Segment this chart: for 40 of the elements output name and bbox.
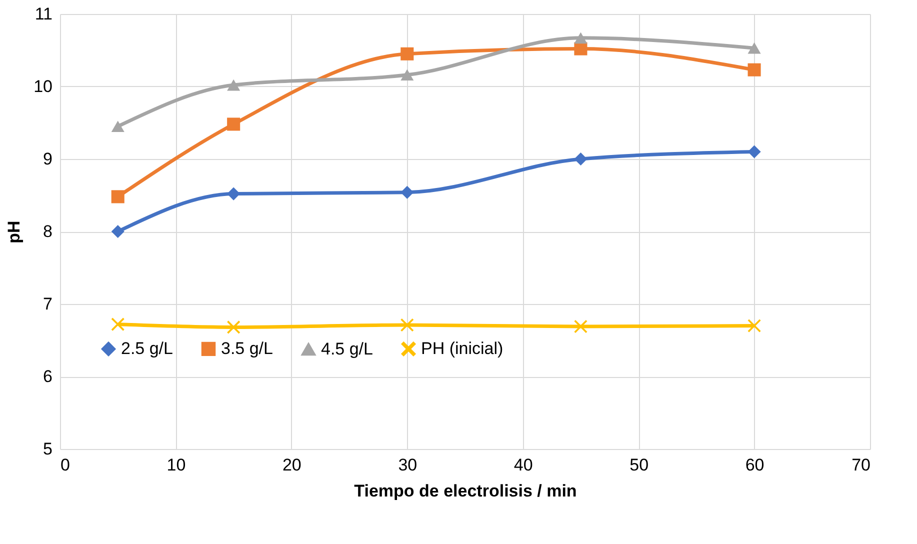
point	[748, 319, 761, 332]
point	[227, 187, 240, 200]
point	[111, 224, 124, 238]
point	[400, 318, 414, 332]
y-tick-label: 7	[43, 294, 52, 314]
y-tick-label: 11	[34, 4, 52, 24]
x-tick-label: 30	[398, 456, 418, 474]
point	[227, 320, 240, 334]
x-tick-label: 0	[60, 456, 70, 474]
x-tick-label: 20	[282, 456, 302, 474]
point	[111, 318, 124, 331]
point	[574, 152, 588, 166]
y-tick-label: 8	[43, 222, 52, 241]
point	[400, 47, 414, 60]
legend-label: PH (inicial)	[421, 338, 504, 358]
point	[574, 320, 588, 333]
point	[400, 186, 414, 199]
legend-label: 3.5 g/L	[221, 338, 273, 358]
point	[574, 32, 588, 44]
y-tick-label: 5	[43, 440, 52, 458]
point	[111, 120, 124, 132]
y-tick-label: 9	[43, 150, 52, 168]
legend-label: 4.5 g/L	[321, 339, 373, 358]
point	[227, 79, 240, 91]
point	[748, 42, 761, 54]
y-tick-label: 10	[34, 77, 52, 96]
point	[400, 69, 414, 81]
point	[227, 118, 240, 131]
point	[111, 190, 124, 204]
y-tick-label: 6	[43, 367, 52, 386]
x-axis-title: Tiempo de electrolisis / min	[354, 482, 577, 500]
x-tick-label: 60	[745, 456, 764, 474]
point	[748, 63, 761, 76]
y-axis-title: pH	[4, 220, 24, 244]
x-tick-label: 50	[630, 456, 649, 474]
legend-label: 2.5 g/L	[121, 338, 173, 358]
point	[748, 145, 761, 158]
x-tick-label: 70	[852, 456, 870, 474]
x-tick-label: 10	[166, 456, 186, 474]
x-tick-label: 40	[514, 456, 533, 474]
